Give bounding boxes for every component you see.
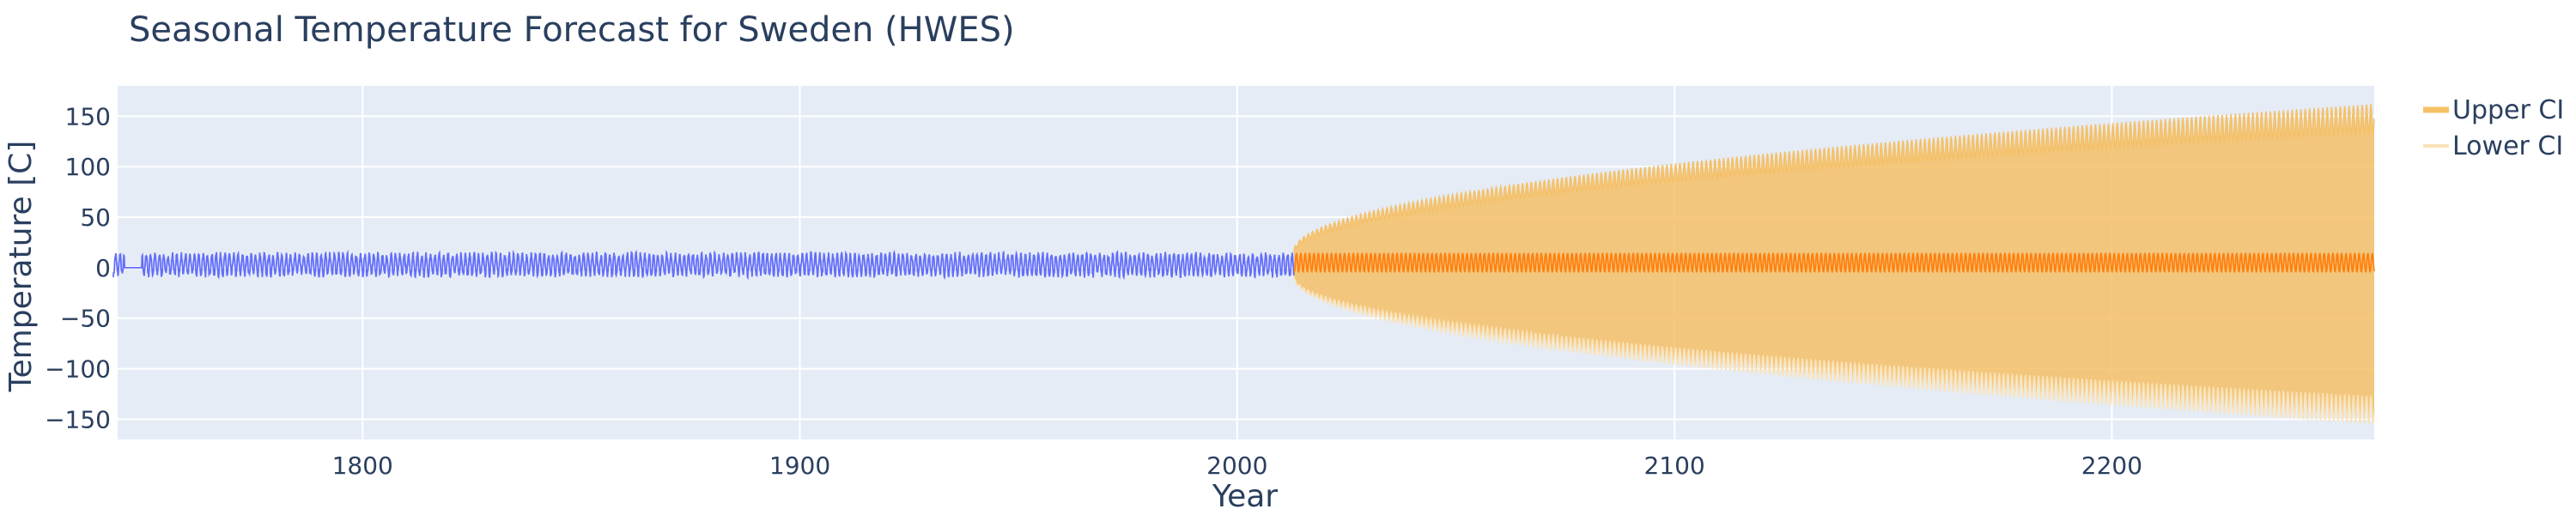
y-tick-label: −150 [45, 405, 111, 433]
x-tick-label: 2100 [1643, 451, 1704, 480]
x-axis-title: Year [1212, 479, 1278, 514]
y-tick-label: 0 [95, 254, 111, 282]
y-tick-label: 150 [65, 102, 111, 130]
y-tick-label: −100 [45, 355, 111, 384]
x-tick-label: 2000 [1206, 451, 1267, 480]
forecast-line [1293, 251, 2375, 274]
observed-line [112, 249, 1295, 281]
x-tick-label: 1900 [769, 451, 830, 480]
ci-band [1294, 104, 2374, 425]
legend-label[interactable]: Upper CI [2452, 95, 2564, 125]
upper-ci-line [1293, 104, 2375, 252]
legend-label[interactable]: Lower CI [2452, 131, 2563, 161]
chart-title: Seasonal Temperature Forecast for Sweden… [129, 10, 1015, 50]
tick-labels: 1800 1900 2000 2100 2200 −150 −100 −50 0 50 100 150 [45, 102, 2142, 480]
confidence-band [1293, 104, 2375, 425]
y-tick-label: −50 [60, 305, 111, 333]
y-tick-label: 50 [80, 203, 111, 232]
lower-ci-line [1293, 276, 2375, 425]
x-tick-label: 2200 [2081, 451, 2142, 480]
x-tick-label: 1800 [332, 451, 393, 480]
y-tick-label: 100 [65, 153, 111, 181]
series-lines [112, 249, 2375, 281]
legend: Upper CI Lower CI [2423, 95, 2564, 161]
y-axis-title: Temperature [C] [3, 141, 39, 393]
